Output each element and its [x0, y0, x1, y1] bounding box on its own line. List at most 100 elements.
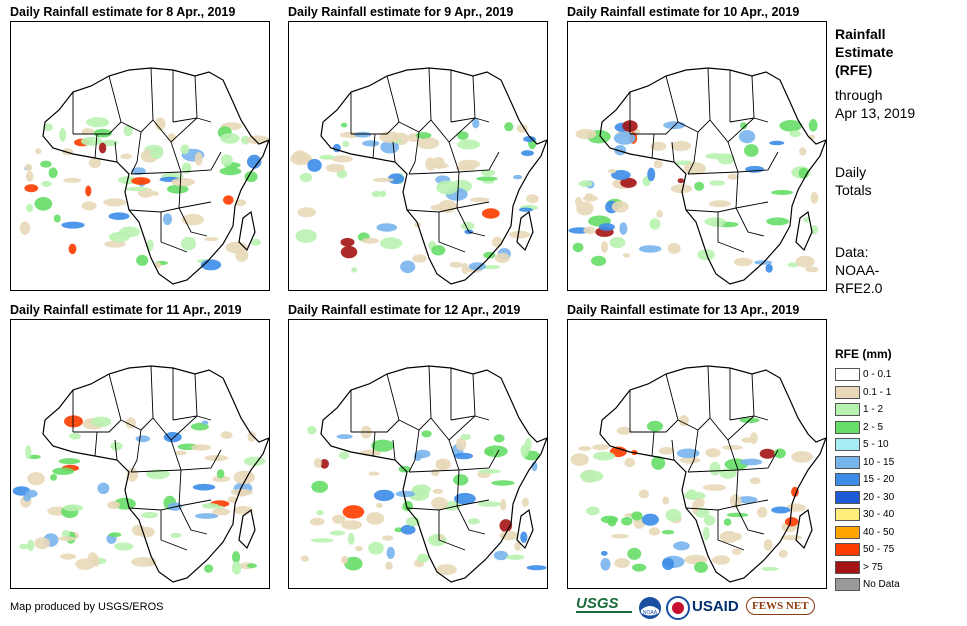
country-border	[665, 373, 699, 431]
rain-cell	[472, 118, 480, 129]
rain-cell	[506, 554, 525, 560]
rain-cell	[311, 480, 329, 493]
rain-cell	[469, 197, 490, 203]
rain-cell	[354, 131, 372, 138]
rfe-heading-line-3: (RFE)	[835, 62, 873, 78]
rain-cell	[68, 243, 77, 255]
rain-cell	[412, 484, 431, 495]
country-border	[94, 431, 98, 457]
country-border	[450, 75, 476, 123]
country-border	[727, 141, 779, 173]
rain-cell	[611, 201, 629, 213]
rain-cell	[613, 131, 636, 145]
rain-cell	[310, 538, 334, 543]
country-border	[392, 141, 396, 163]
rain-cell	[744, 144, 759, 157]
rain-cell	[414, 449, 431, 459]
legend-item: 1 - 2	[835, 401, 900, 419]
rain-cell	[212, 508, 231, 516]
rain-cell	[705, 448, 721, 458]
rain-cell	[387, 173, 405, 184]
rain-cell	[417, 553, 429, 563]
country-border	[408, 171, 460, 175]
rain-cell	[651, 456, 666, 470]
legend-swatch	[835, 403, 860, 417]
country-border	[735, 207, 765, 237]
rain-cell	[202, 503, 219, 509]
rain-cell	[526, 565, 547, 571]
rain-cell	[592, 444, 609, 451]
legend-item: 15 - 20	[835, 471, 900, 489]
data-source-line-2: RFE2.0	[835, 280, 883, 296]
rain-cell	[738, 130, 756, 144]
country-border	[735, 171, 739, 209]
legend-item: > 75	[835, 559, 900, 577]
rain-cell	[351, 267, 358, 273]
rain-cell	[247, 154, 262, 169]
rain-cell	[683, 162, 706, 175]
country-border	[130, 429, 142, 473]
rain-cell	[341, 555, 348, 564]
coastline	[795, 508, 813, 550]
country-border	[94, 133, 98, 159]
rain-cell	[787, 262, 799, 268]
rain-cell	[670, 140, 692, 152]
rain-cell	[620, 177, 637, 188]
rain-cell	[461, 262, 469, 275]
rain-cell	[650, 141, 667, 151]
rain-cell	[570, 453, 589, 466]
country-border	[474, 117, 490, 123]
partner-logos: USGS NOAA USAID FEWS NET	[576, 595, 826, 621]
rain-cell	[736, 496, 758, 504]
rain-cell	[619, 222, 628, 235]
rain-cell	[646, 420, 664, 432]
rain-cell	[162, 213, 173, 226]
rain-cell	[601, 550, 608, 556]
rain-cell	[216, 469, 225, 479]
map-credit: Map produced by USGS/EROS	[10, 601, 164, 613]
rain-cell	[611, 170, 631, 180]
rain-cell	[146, 239, 154, 251]
rain-cell	[181, 213, 204, 226]
panel-title-9-apr: Daily Rainfall estimate for 9 Apr., 2019	[288, 5, 514, 19]
legend-item: 10 - 15	[835, 454, 900, 472]
rain-cell	[332, 514, 346, 524]
rain-cell	[52, 467, 75, 475]
map-drawing	[19, 67, 269, 285]
rain-cell	[166, 184, 189, 194]
map-drawing	[570, 365, 826, 583]
country-border	[73, 419, 122, 433]
rain-cell	[53, 214, 61, 223]
country-border	[178, 469, 182, 507]
coastline	[238, 210, 256, 252]
rain-cell	[453, 474, 469, 486]
rain-cell	[621, 516, 633, 526]
panel-title-13-apr: Daily Rainfall estimate for 13 Apr., 201…	[567, 303, 800, 317]
rain-cell	[50, 474, 58, 481]
rain-cell	[190, 422, 209, 431]
rain-cell	[325, 163, 345, 173]
legend-swatch	[835, 525, 860, 539]
rain-cell	[705, 153, 726, 160]
coastline	[42, 365, 269, 583]
rain-cell	[313, 458, 322, 468]
rainfall-map-12-apr	[288, 319, 548, 589]
rain-cell	[28, 454, 41, 460]
rain-cell	[98, 142, 107, 154]
rain-cell	[26, 204, 34, 213]
country-border	[170, 141, 222, 173]
rain-cell	[368, 541, 384, 555]
rain-cell	[499, 530, 519, 541]
rain-cell	[126, 467, 138, 482]
rain-cell	[493, 550, 509, 561]
legend-title: RFE (mm)	[835, 347, 892, 361]
rain-cell	[610, 534, 629, 539]
legend-swatch	[835, 560, 860, 574]
rain-cell	[430, 204, 452, 211]
through-label: through	[835, 87, 883, 103]
rain-cell	[523, 136, 536, 143]
rain-cell	[379, 131, 400, 143]
rain-cell	[709, 461, 721, 476]
coastline	[238, 508, 256, 550]
rain-cell	[372, 177, 394, 182]
